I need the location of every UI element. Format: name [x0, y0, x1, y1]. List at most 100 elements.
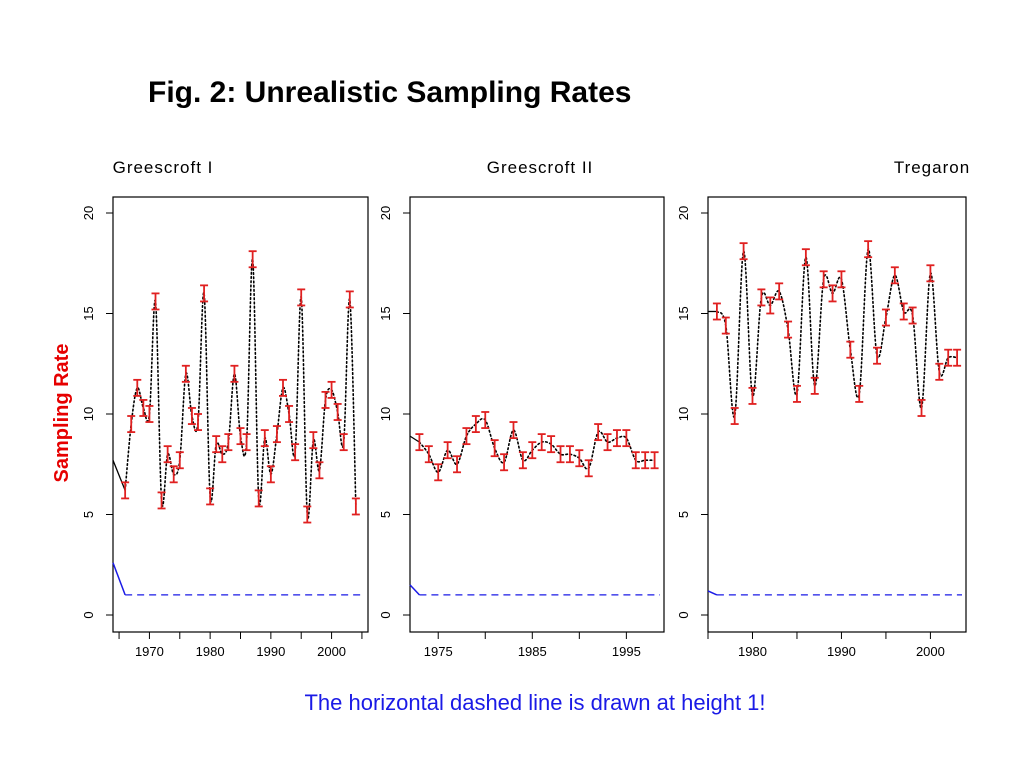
- panel-3: Tregaron 0 5 10 15 20 1980 1990 2000: [676, 158, 969, 659]
- error-bar: [864, 240, 873, 259]
- error-bar: [730, 407, 739, 425]
- panel-title: Greescroft I: [113, 158, 214, 177]
- error-bar: [528, 441, 537, 460]
- figure-caption: The horizontal dashed line is drawn at h…: [304, 690, 766, 715]
- error-bar: [935, 362, 944, 381]
- y-axis-label: Sampling Rate: [51, 344, 73, 483]
- y-tick-label: 15: [676, 306, 691, 320]
- error-bar: [351, 497, 360, 516]
- error-bar: [757, 288, 766, 307]
- error-bar: [248, 250, 257, 269]
- error-bar: [309, 431, 318, 450]
- y-tick-label: 10: [81, 407, 96, 421]
- error-bar: [537, 433, 546, 452]
- x-tick-label: 1980: [196, 644, 225, 659]
- error-bar: [766, 296, 775, 315]
- error-bar: [944, 348, 953, 367]
- error-bar: [121, 481, 130, 500]
- error-bar: [784, 320, 793, 339]
- error-bar: [584, 459, 593, 478]
- error-bar: [163, 445, 172, 464]
- error-bar: [212, 435, 221, 454]
- error-bar: [303, 505, 312, 524]
- x-tick-label: 2000: [916, 644, 945, 659]
- y-tick-label: 20: [378, 206, 393, 220]
- error-bar: [157, 491, 166, 510]
- y-tick-label: 20: [676, 206, 691, 220]
- reference-start-segment: [707, 590, 718, 596]
- series-start-segment: [112, 459, 126, 491]
- error-bar: [908, 306, 917, 325]
- y-tick-label: 0: [676, 611, 691, 618]
- error-bar: [890, 266, 899, 285]
- error-bar: [462, 427, 471, 446]
- error-bar: [279, 378, 287, 397]
- error-bar: [594, 423, 603, 442]
- error-bar: [218, 445, 227, 464]
- error-bar: [151, 292, 160, 311]
- error-bar: [230, 364, 239, 383]
- error-bar: [748, 386, 757, 405]
- y-tick-label: 20: [81, 206, 96, 220]
- error-bar: [819, 270, 828, 289]
- error-bar: [169, 465, 178, 484]
- error-bar: [565, 445, 574, 464]
- error-bar: [873, 346, 882, 365]
- error-bar: [434, 463, 443, 482]
- error-bar: [333, 403, 342, 421]
- x-tick-label: 1975: [424, 644, 453, 659]
- figure-title: Fig. 2: Unrealistic Sampling Rates: [148, 76, 632, 109]
- error-bar: [500, 453, 509, 472]
- error-bar: [206, 487, 215, 506]
- error-bar: [181, 364, 190, 383]
- error-bar: [424, 445, 433, 464]
- error-bar: [200, 284, 209, 303]
- error-bar: [481, 411, 490, 429]
- error-bar: [881, 308, 890, 327]
- error-bar: [575, 449, 584, 468]
- error-bar: [712, 302, 721, 321]
- y-tick-label: 5: [378, 511, 393, 518]
- error-bar: [899, 302, 908, 321]
- error-bar: [327, 380, 336, 399]
- y-tick-label: 10: [378, 407, 393, 421]
- error-bar: [810, 376, 819, 395]
- y-tick-label: 0: [81, 611, 96, 618]
- panel-1: Greescroft I 0 5 10 15 20 1970 1980 1990 2000: [81, 158, 369, 659]
- error-bar: [490, 439, 499, 458]
- x-tick-label: 1995: [612, 644, 641, 659]
- x-tick-label: 1990: [256, 644, 285, 659]
- error-bar: [846, 340, 855, 359]
- error-bar: [775, 282, 784, 301]
- error-bar: [612, 429, 621, 448]
- error-bar: [926, 264, 935, 283]
- error-bar: [855, 384, 864, 403]
- error-bar: [345, 290, 354, 309]
- y-tick-label: 10: [676, 407, 691, 421]
- error-bar: [631, 451, 640, 470]
- error-bar: [453, 455, 462, 474]
- reference-start-segment: [409, 584, 420, 596]
- error-bar: [315, 461, 324, 480]
- error-bar: [145, 405, 154, 423]
- plot-frame: [112, 196, 369, 633]
- error-bar: [194, 413, 202, 431]
- error-bar: [272, 425, 281, 444]
- error-bar: [650, 451, 659, 470]
- y-tick-label: 15: [378, 306, 393, 320]
- x-tick-label: 2000: [317, 644, 346, 659]
- error-bar: [297, 288, 306, 307]
- error-bar: [792, 384, 801, 403]
- error-bar: [547, 435, 556, 454]
- error-bar: [721, 316, 730, 335]
- series-dotted-line: [124, 258, 357, 519]
- x-tick-label: 1990: [827, 644, 856, 659]
- y-tick-label: 5: [81, 511, 96, 518]
- error-bar: [133, 378, 142, 397]
- error-bar: [471, 415, 480, 433]
- error-bar: [224, 433, 233, 452]
- panel-2: Greescroft II 0 5 10 15 20 1975 1985 1995: [378, 158, 665, 659]
- error-bar: [291, 443, 300, 462]
- x-tick-label: 1970: [135, 644, 164, 659]
